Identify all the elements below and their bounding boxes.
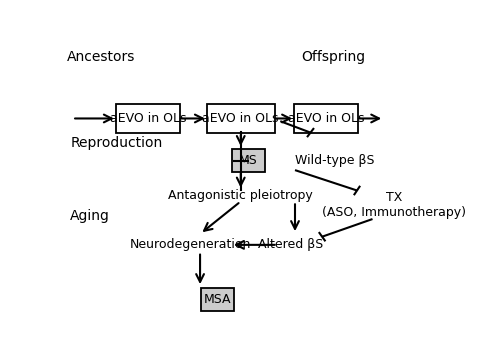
Text: Altered βS: Altered βS [258,238,324,251]
Text: Antagonistic pleiotropy: Antagonistic pleiotropy [168,190,313,202]
Text: Wild-type βS: Wild-type βS [295,154,374,167]
Text: MS: MS [239,154,258,167]
Text: Neurodegeneration: Neurodegeneration [130,238,251,251]
Text: aEVO in OLs: aEVO in OLs [288,112,364,125]
Text: Offspring: Offspring [302,50,366,64]
Text: MSA: MSA [204,293,231,306]
Text: aEVO in OLs: aEVO in OLs [110,112,186,125]
FancyBboxPatch shape [201,288,234,311]
FancyBboxPatch shape [294,103,358,133]
Text: aEVO in OLs: aEVO in OLs [202,112,279,125]
FancyBboxPatch shape [232,149,265,172]
Text: TX
(ASO, Immunotherapy): TX (ASO, Immunotherapy) [322,191,466,220]
Text: Reproduction: Reproduction [70,136,162,150]
Text: Aging: Aging [70,209,110,223]
FancyBboxPatch shape [116,103,180,133]
FancyBboxPatch shape [207,103,274,133]
Text: Ancestors: Ancestors [67,50,136,64]
